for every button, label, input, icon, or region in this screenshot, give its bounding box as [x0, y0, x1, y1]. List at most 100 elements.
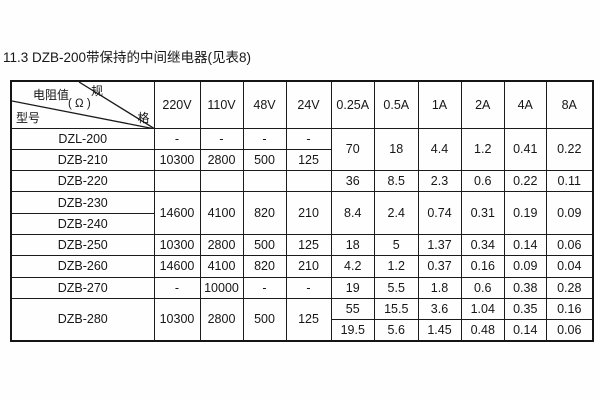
table-row: 19.5 5.6 1.45 0.48 0.14 0.06	[11, 319, 594, 342]
cell-value: -	[153, 276, 201, 299]
cell-model: DZL-200	[10, 127, 155, 150]
cell-value: 1.37	[417, 233, 462, 257]
cell-value	[153, 170, 201, 193]
cell-value: 0.09	[545, 191, 594, 235]
cell-value: -	[285, 127, 332, 150]
cell-value: 5.5	[374, 276, 419, 299]
table-row: DZB-280 10300 2800 500 125 55 15.5 3.6 1…	[10, 297, 594, 342]
cell-value: 0.16	[460, 255, 505, 278]
cell-value: 1.45	[417, 319, 462, 342]
cell-value: 5	[374, 233, 419, 257]
cell-value: 36	[330, 170, 375, 193]
cell-value: 14600	[153, 255, 201, 278]
cell-value: 0.11	[545, 170, 594, 193]
table-row: DZB-270 - 10000 - - 19 5.5 1.8 0.6 0.38 …	[10, 276, 594, 299]
cell-model: DZB-280	[10, 297, 155, 342]
cell-model: DZB-240	[10, 212, 155, 235]
col-header-025a: 0.25A	[330, 80, 375, 129]
cell-value: 0.16	[545, 297, 594, 321]
corner-label-spec-bottom: 格	[137, 110, 150, 125]
cell-value: 15.5	[374, 297, 419, 321]
cell-value: 4.2	[330, 255, 375, 278]
cell-value: 55	[330, 297, 375, 321]
cell-value: 0.31	[460, 191, 505, 235]
cell-value: 3.6	[417, 297, 462, 321]
cell-value: 2.4	[374, 191, 419, 235]
cell-value: 8.4	[330, 191, 375, 235]
cell-value	[242, 170, 287, 193]
cell-value: 4100	[199, 255, 244, 278]
corner-label-spec-top: 规	[91, 84, 104, 98]
table-row: DZB-250 10300 2800 500 125 18 5 1.37 0.3…	[10, 233, 594, 257]
cell-value: 0.35	[504, 297, 547, 321]
cell-value: 10000	[199, 276, 244, 299]
cell-value: 0.6	[460, 276, 505, 299]
cell-value: -	[242, 276, 287, 299]
cell-value: 820	[242, 191, 287, 235]
cell-value: 125	[285, 148, 332, 172]
cell-value: 14600	[153, 191, 201, 235]
cell-value: 0.74	[417, 191, 462, 235]
cell-value: 0.41	[504, 127, 547, 172]
cell-value: 8.5	[374, 170, 419, 193]
cell-value: 0.06	[545, 319, 594, 342]
cell-value: 1.2	[374, 255, 419, 278]
cell-value: 0.37	[417, 255, 462, 278]
cell-value: 1.8	[417, 276, 462, 299]
corner-label-resistance: 电阻值	[33, 88, 70, 102]
cell-value: 0.28	[545, 276, 594, 299]
cell-value: 2800	[199, 148, 244, 172]
diagonal-header-cell: 规 电阻值 ( Ω ) 型号 格	[10, 80, 155, 129]
cell-value: 4100	[199, 191, 244, 235]
cell-value: 1.04	[460, 297, 505, 321]
corner-label-model: 型号	[16, 110, 41, 125]
cell-model: DZB-270	[10, 276, 155, 299]
cell-value: 0.22	[504, 170, 547, 193]
cell-value: 500	[242, 297, 287, 342]
cell-value: 0.14	[504, 233, 547, 257]
col-header-110v: 110V	[199, 80, 244, 129]
cell-value: -	[285, 276, 332, 299]
cell-value: 0.06	[545, 233, 594, 257]
col-header-24v: 24V	[285, 80, 332, 129]
cell-value: 18	[330, 233, 375, 257]
table-row: DZL-200 - - - - 70 18 4.4 1.2 0.41 0.22	[10, 127, 594, 172]
cell-value: 10300	[153, 233, 201, 257]
col-header-4a: 4A	[504, 80, 547, 129]
col-header-8a: 8A	[545, 80, 594, 129]
cell-value: 0.14	[504, 319, 547, 342]
diagonal-lines-icon	[12, 82, 153, 127]
cell-value: 2800	[199, 297, 244, 342]
table-row: DZB-210 10300 2800 500 125	[10, 148, 593, 172]
col-header-05a: 0.5A	[374, 80, 419, 129]
col-header-48v: 48V	[242, 80, 287, 129]
cell-value: 210	[285, 255, 332, 278]
cell-value: 125	[285, 233, 332, 257]
cell-model: DZB-260	[10, 255, 155, 278]
table-row: DZB-230 14600 4100 820 210 8.4 2.4 0.74 …	[10, 191, 594, 235]
cell-value: 1.2	[460, 127, 505, 172]
table-row: DZB-260 14600 4100 820 210 4.2 1.2 0.37 …	[10, 255, 594, 278]
col-header-2a: 2A	[460, 80, 505, 129]
cell-value: -	[153, 127, 201, 150]
cell-model: DZB-220	[10, 170, 155, 193]
cell-value: -	[242, 127, 287, 150]
cell-value: 0.48	[460, 319, 505, 342]
cell-value: -	[199, 127, 244, 150]
cell-value: 19.5	[330, 319, 375, 342]
cell-value: 2.3	[417, 170, 462, 193]
relay-spec-table: 规 电阻值 ( Ω ) 型号 格 220V 110V 48V 24V 0.25A…	[10, 80, 594, 342]
cell-value: 0.34	[460, 233, 505, 257]
cell-value: 210	[285, 191, 332, 235]
cell-value: 0.22	[545, 127, 594, 172]
cell-value: 10300	[153, 297, 201, 342]
cell-value: 5.6	[374, 319, 419, 342]
table-row: DZB-220 36 8.5 2.3 0.6 0.22 0.11	[10, 170, 594, 193]
cell-value: 500	[242, 148, 287, 172]
cell-value: 18	[374, 127, 419, 172]
col-header-1a: 1A	[417, 80, 462, 129]
cell-value: 820	[242, 255, 287, 278]
cell-value: 70	[330, 127, 375, 172]
cell-value: 10300	[153, 148, 201, 172]
